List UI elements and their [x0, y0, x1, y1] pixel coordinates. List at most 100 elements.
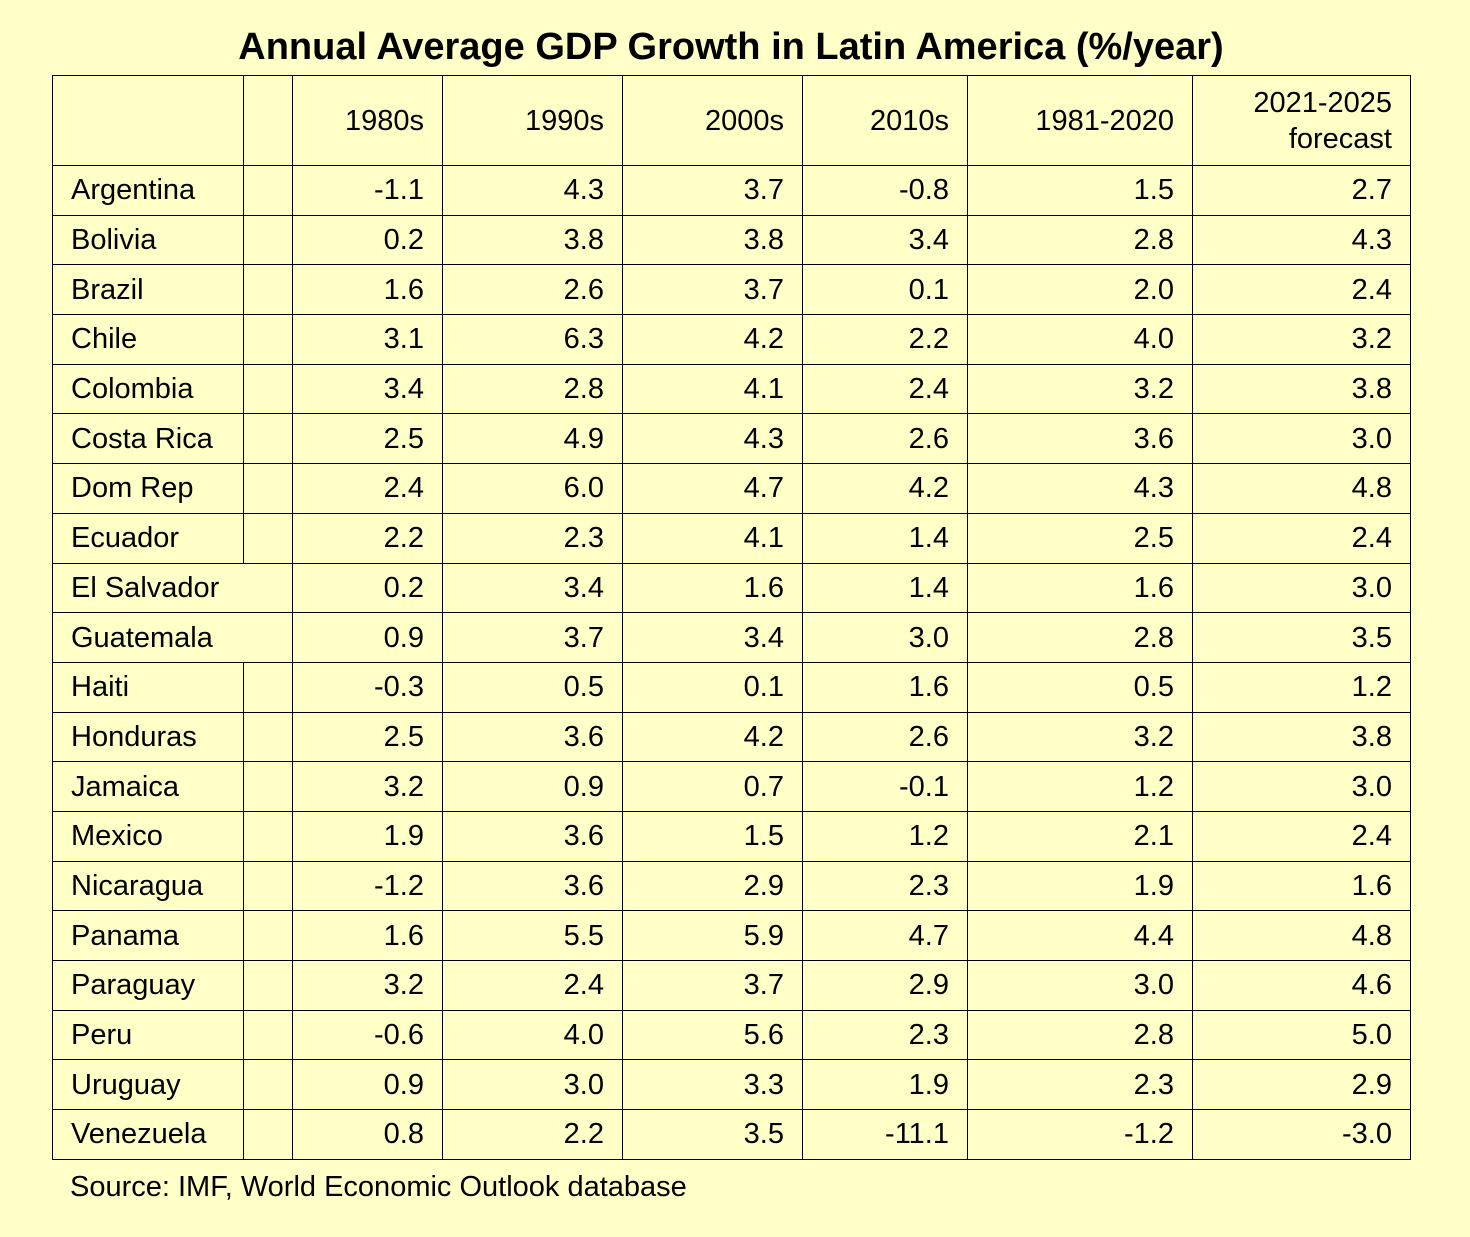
table-row: El Salvador 0.2 3.4 1.6 1.4 1.6 3.0	[52, 562, 1411, 614]
blank-cell	[243, 314, 293, 365]
value-cell: 5.9	[622, 910, 803, 961]
country-name-cell: Jamaica	[52, 761, 244, 812]
value-cell: 3.5	[622, 1109, 803, 1160]
country-name-cell: Argentina	[52, 165, 244, 216]
table-row: Bolivia 0.2 3.8 3.8 3.4 2.8 4.3	[52, 214, 1411, 266]
value-cell: 3.6	[442, 711, 623, 763]
value-cell: 2.3	[967, 1059, 1193, 1111]
value-cell: -0.3	[292, 661, 443, 713]
value-cell: 3.2	[1192, 314, 1411, 365]
value-cell: 2.3	[802, 860, 968, 912]
value-cell: -0.1	[802, 761, 968, 812]
column-header: 2021-2025 forecast	[1192, 75, 1411, 166]
header-row: 1980s 1990s 2000s 2010s 1981-2020 2021-2…	[52, 75, 1411, 166]
value-cell: -0.8	[802, 165, 968, 216]
value-cell: 1.4	[802, 512, 968, 564]
country-name-cell: Chile	[52, 314, 244, 365]
gdp-growth-table: 1980s 1990s 2000s 2010s 1981-2020 2021-2…	[52, 75, 1411, 1160]
value-cell: 2.5	[292, 413, 443, 465]
value-cell: 2.2	[442, 1109, 623, 1160]
country-name-cell: Panama	[52, 910, 244, 961]
value-cell: 3.4	[442, 562, 623, 614]
country-name-cell: Nicaragua	[52, 860, 244, 912]
value-cell: 2.8	[967, 1009, 1193, 1061]
column-header: 1980s	[292, 75, 443, 166]
blank-cell	[243, 711, 293, 763]
column-header: 1981-2020	[967, 75, 1193, 166]
value-cell: 2.7	[1192, 165, 1411, 216]
table-row: Peru -0.6 4.0 5.6 2.3 2.8 5.0	[52, 1009, 1411, 1061]
value-cell: 2.3	[442, 512, 623, 564]
blank-cell	[243, 612, 293, 663]
blank-cell	[243, 960, 293, 1011]
country-name-cell: Guatemala	[52, 612, 244, 663]
value-cell: 1.6	[622, 562, 803, 614]
value-cell: 3.6	[442, 860, 623, 912]
value-cell: 1.4	[802, 562, 968, 614]
value-cell: 0.2	[292, 562, 443, 614]
value-cell: 2.0	[967, 264, 1193, 316]
blank-cell	[243, 214, 293, 266]
value-cell: 3.3	[622, 1059, 803, 1111]
value-cell: -1.1	[292, 165, 443, 216]
value-cell: 0.5	[442, 661, 623, 713]
value-cell: -0.6	[292, 1009, 443, 1061]
table-row: Uruguay 0.9 3.0 3.3 1.9 2.3 2.9	[52, 1059, 1411, 1111]
blank-cell	[243, 1009, 293, 1061]
blank-cell	[243, 761, 293, 812]
country-name-cell: Uruguay	[52, 1059, 244, 1111]
value-cell: 3.0	[1192, 413, 1411, 465]
column-header: 2010s	[802, 75, 968, 166]
value-cell: 3.0	[967, 960, 1193, 1011]
country-name-cell: El Salvador	[52, 562, 244, 614]
header-corner-cell	[52, 75, 244, 166]
value-cell: 1.6	[802, 661, 968, 713]
table-row: Nicaragua -1.2 3.6 2.9 2.3 1.9 1.6	[52, 860, 1411, 912]
table-row: Chile 3.1 6.3 4.2 2.2 4.0 3.2	[52, 314, 1411, 365]
blank-cell	[243, 562, 293, 614]
value-cell: 4.1	[622, 363, 803, 415]
table-header: 1980s 1990s 2000s 2010s 1981-2020 2021-2…	[52, 75, 1411, 166]
value-cell: 1.9	[967, 860, 1193, 912]
value-cell: 4.2	[802, 463, 968, 514]
value-cell: 3.0	[442, 1059, 623, 1111]
value-cell: 2.6	[802, 711, 968, 763]
country-name-cell: Dom Rep	[52, 463, 244, 514]
value-cell: 5.0	[1192, 1009, 1411, 1061]
value-cell: 0.8	[292, 1109, 443, 1160]
value-cell: 1.2	[967, 761, 1193, 812]
value-cell: 3.0	[1192, 562, 1411, 614]
column-header: 1990s	[442, 75, 623, 166]
value-cell: 3.4	[802, 214, 968, 266]
value-cell: 4.4	[967, 910, 1193, 961]
table-row: Paraguay 3.2 2.4 3.7 2.9 3.0 4.6	[52, 960, 1411, 1011]
value-cell: 1.5	[967, 165, 1193, 216]
value-cell: 4.0	[967, 314, 1193, 365]
blank-cell	[243, 1059, 293, 1111]
value-cell: -1.2	[967, 1109, 1193, 1160]
value-cell: -1.2	[292, 860, 443, 912]
table-row: Argentina -1.1 4.3 3.7 -0.8 1.5 2.7	[52, 165, 1411, 216]
value-cell: 0.1	[802, 264, 968, 316]
value-cell: 2.9	[1192, 1059, 1411, 1111]
value-cell: 2.8	[967, 612, 1193, 663]
table-row: Panama 1.6 5.5 5.9 4.7 4.4 4.8	[52, 910, 1411, 961]
value-cell: 3.8	[622, 214, 803, 266]
value-cell: 3.2	[967, 711, 1193, 763]
country-name-cell: Costa Rica	[52, 413, 244, 465]
table-row: Colombia 3.4 2.8 4.1 2.4 3.2 3.8	[52, 363, 1411, 415]
blank-cell	[243, 910, 293, 961]
source-note: Source: IMF, World Economic Outlook data…	[70, 1171, 687, 1203]
value-cell: 3.1	[292, 314, 443, 365]
value-cell: 3.2	[292, 960, 443, 1011]
country-name-cell: Brazil	[52, 264, 244, 316]
table-row: Dom Rep 2.4 6.0 4.7 4.2 4.3 4.8	[52, 463, 1411, 514]
value-cell: 3.6	[442, 810, 623, 862]
value-cell: 3.2	[967, 363, 1193, 415]
value-cell: 1.6	[292, 264, 443, 316]
value-cell: 2.8	[967, 214, 1193, 266]
value-cell: 6.3	[442, 314, 623, 365]
value-cell: -11.1	[802, 1109, 968, 1160]
value-cell: 2.1	[967, 810, 1193, 862]
table-title: Annual Average GDP Growth in Latin Ameri…	[238, 26, 1224, 68]
